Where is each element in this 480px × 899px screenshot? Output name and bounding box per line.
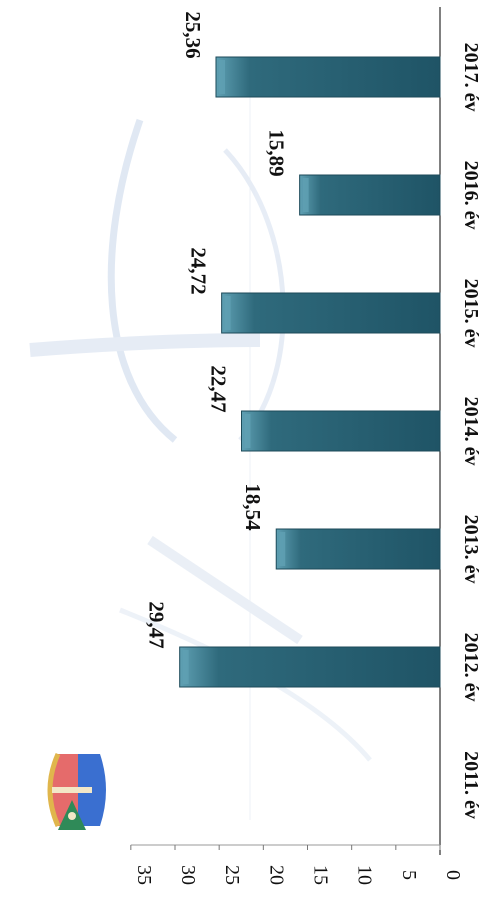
bar-data-label: 24,72	[187, 247, 211, 294]
value-tick-label: 15	[310, 865, 332, 885]
bar-highlight	[218, 60, 225, 94]
category-label: 2011. év	[460, 751, 480, 819]
bar-highlight	[182, 650, 189, 684]
category-label: 2015. év	[460, 279, 480, 348]
bar-data-label: 18,54	[241, 483, 265, 531]
category-label: 2012. év	[460, 633, 480, 702]
category-label: 2013. év	[460, 515, 480, 584]
category-label: 2017. év	[460, 43, 480, 112]
bar	[221, 292, 441, 334]
value-tick-label: 0	[442, 870, 464, 880]
category-label: 2014. év	[460, 397, 480, 466]
bar	[299, 174, 441, 216]
value-tick-label: 20	[265, 865, 287, 885]
bar-data-label: 25,36	[181, 11, 205, 58]
bar-data-label: 22,47	[207, 365, 231, 412]
bar-data-label: 29,47	[145, 601, 169, 648]
bar-highlight	[279, 532, 286, 566]
value-tick-label: 25	[221, 865, 243, 885]
bar-highlight	[302, 178, 309, 212]
category-label: 2016. év	[460, 161, 480, 230]
value-tick-label: 35	[133, 865, 155, 885]
value-tick-label: 5	[398, 870, 420, 880]
bar	[215, 56, 441, 98]
bars: 2011. év 29,47 2012. év 18,54 2013. év 22,47 2…	[145, 11, 480, 819]
coat-of-arms-icon	[40, 750, 106, 830]
value-tick-label: 10	[354, 865, 376, 885]
value-tick-label: 30	[177, 865, 199, 885]
bar	[241, 410, 441, 452]
bar-highlight	[224, 296, 231, 330]
bar-data-label: 15,89	[265, 129, 289, 176]
bar	[179, 646, 441, 688]
bar	[275, 528, 441, 570]
bar-highlight	[244, 414, 251, 448]
